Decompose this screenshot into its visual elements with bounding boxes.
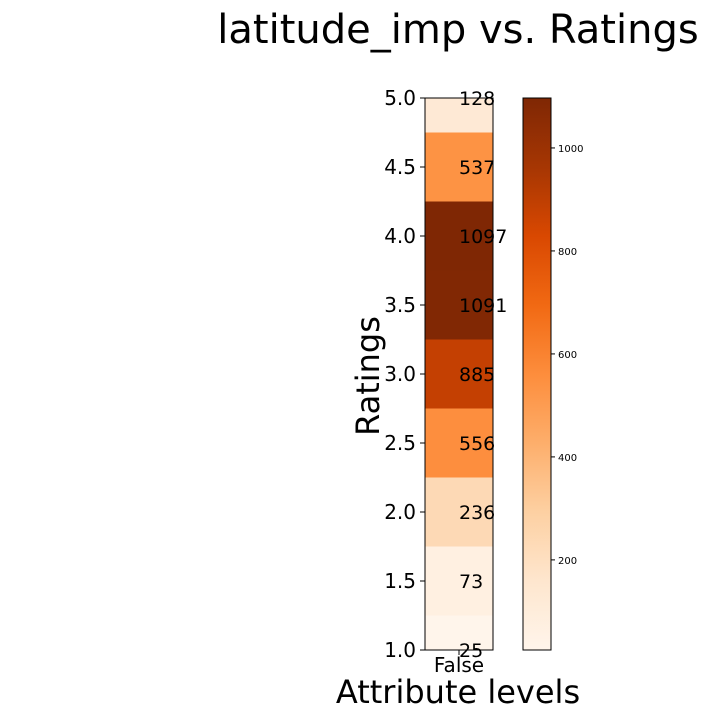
x-axis: False xyxy=(434,650,484,677)
colorbar xyxy=(522,97,552,651)
y-tick-label: 4.5 xyxy=(384,155,416,179)
cell-value-label: 25 xyxy=(459,640,483,662)
heatmap-cell xyxy=(425,132,493,202)
y-tick-label: 3.5 xyxy=(384,293,416,317)
cell-value-label: 236 xyxy=(459,502,495,524)
cell-value-label: 73 xyxy=(459,571,483,593)
y-tick-label: 3.0 xyxy=(384,362,416,386)
y-axis: 1.0 1.5 2.0 2.5 3.0 3.5 4.0 4.5 5.0 xyxy=(384,86,425,662)
colorbar-ticks: 200 400 600 800 1000 xyxy=(551,144,583,567)
heatmap-cell xyxy=(425,201,493,271)
cell-value-label: 128 xyxy=(459,88,495,110)
cell-value-label: 556 xyxy=(459,433,495,455)
chart-title: latitude_imp vs. Ratings xyxy=(217,7,698,53)
cell-value-label: 537 xyxy=(459,157,495,179)
y-tick-label: 4.0 xyxy=(384,224,416,248)
colorbar-tick-label: 1000 xyxy=(558,144,583,155)
heatmap-cell xyxy=(425,408,493,478)
heatmap-cell xyxy=(425,546,493,616)
x-axis-label: Attribute levels xyxy=(336,673,580,711)
heatmap-cell xyxy=(425,477,493,547)
y-tick-label: 1.5 xyxy=(384,569,416,593)
heatmap-cell xyxy=(425,615,493,650)
colorbar-tick-label: 800 xyxy=(558,247,577,258)
cell-value-label: 1091 xyxy=(459,295,507,317)
heatmap-cell xyxy=(425,270,493,340)
y-tick-label: 2.5 xyxy=(384,431,416,455)
cell-value-label: 1097 xyxy=(459,226,507,248)
cell-labels: 25 73 236 556 885 1091 1097 537 128 xyxy=(459,88,507,662)
y-tick-label: 5.0 xyxy=(384,86,416,110)
cell-value-label: 885 xyxy=(459,364,495,386)
heatmap-cells xyxy=(425,98,493,650)
colorbar-tick-label: 200 xyxy=(558,556,577,567)
colorbar-tick-label: 400 xyxy=(558,453,577,464)
y-tick-label: 1.0 xyxy=(384,638,416,662)
y-axis-label: Ratings xyxy=(349,316,387,436)
heatmap-cell xyxy=(425,98,493,133)
colorbar-tick-label: 600 xyxy=(558,350,577,361)
x-tick-label: False xyxy=(434,653,484,677)
heatmap-cell xyxy=(425,339,493,409)
y-tick-label: 2.0 xyxy=(384,500,416,524)
